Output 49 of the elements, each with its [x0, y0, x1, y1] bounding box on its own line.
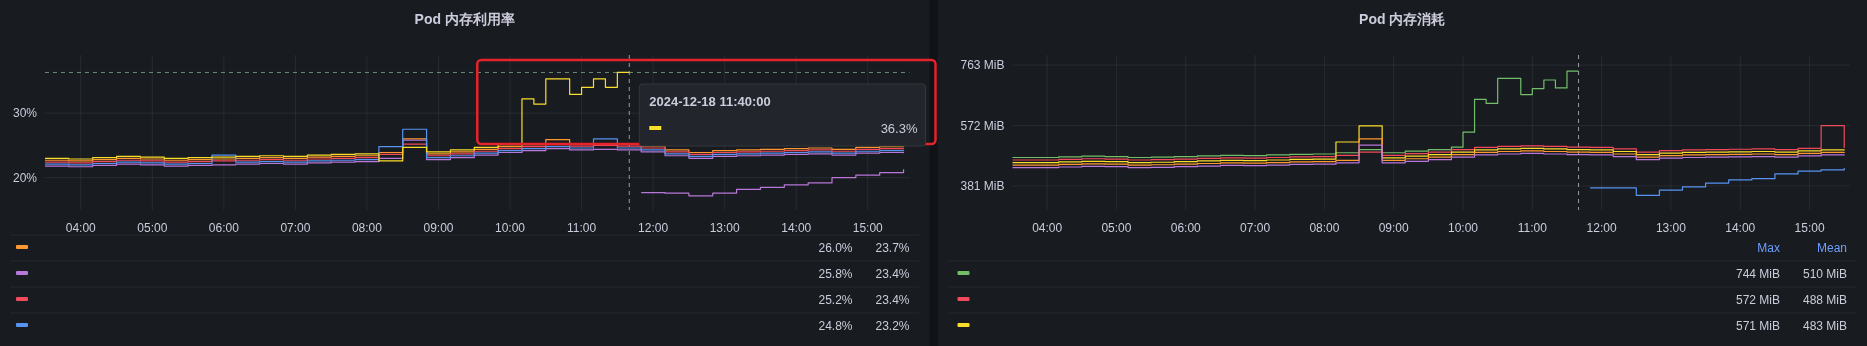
y-tick-label: 20%	[12, 170, 38, 185]
x-tick-label: 08:00	[1309, 221, 1340, 235]
text: 572 MiB	[1735, 293, 1780, 307]
text: 23.4%	[875, 267, 910, 281]
x-tick-label: 12:00	[1586, 221, 1617, 235]
annotation: 2024-12-18 11:40:00	[649, 94, 771, 109]
x-tick-label: 11:00	[567, 221, 597, 235]
x-tick-label: 11:00	[1517, 221, 1548, 235]
chart-title: Pod 内存利用率	[414, 11, 515, 27]
x-tick-label: 05:00	[1101, 221, 1132, 235]
x-tick-label: 13:00	[1655, 221, 1687, 235]
x-tick-label: 10:00	[1448, 221, 1479, 235]
y-tick-label: 572 MiB	[960, 118, 1005, 133]
text: Max	[1757, 241, 1780, 255]
x-tick-label: 12:00	[638, 221, 669, 235]
y-tick-label: 30%	[12, 106, 38, 121]
text: 23.4%	[875, 293, 910, 307]
y-tick-label: 381 MiB	[960, 178, 1005, 193]
text: 25.2%	[818, 293, 853, 307]
x-tick-label: 15:00	[852, 221, 884, 235]
x-tick-label: 14:00	[781, 221, 812, 235]
x-tick-label: 09:00	[423, 221, 454, 235]
text: 25.8%	[818, 267, 853, 281]
y-tick-label: 763 MiB	[960, 58, 1005, 73]
text: 26.0%	[818, 241, 853, 255]
text: 744 MiB	[1735, 267, 1780, 281]
x-tick-label: 04:00	[65, 221, 97, 235]
text: 571 MiB	[1735, 319, 1780, 333]
x-tick-label: 07:00	[1240, 221, 1271, 235]
x-tick-label: 15:00	[1794, 221, 1825, 235]
x-tick-label: 10:00	[495, 221, 526, 235]
text: 24.8%	[818, 319, 853, 333]
chart-title: Pod 内存消耗	[1359, 11, 1446, 27]
x-tick-label: 06:00	[1170, 221, 1202, 235]
text: 483 MiB	[1802, 319, 1847, 333]
text: 510 MiB	[1802, 267, 1847, 281]
text: 23.2%	[875, 319, 910, 333]
x-tick-label: 05:00	[137, 221, 168, 235]
x-tick-label: 04:00	[1032, 221, 1063, 235]
text: 488 MiB	[1802, 293, 1847, 307]
x-tick-label: 06:00	[208, 221, 240, 235]
text: 23.7%	[875, 241, 910, 255]
x-tick-label: 07:00	[280, 221, 311, 235]
text: Mean	[1816, 241, 1847, 255]
x-tick-label: 13:00	[709, 221, 741, 235]
x-tick-label: 09:00	[1378, 221, 1410, 235]
annotation: 36.3%	[880, 121, 918, 136]
x-tick-label: 08:00	[351, 221, 383, 235]
x-tick-label: 14:00	[1725, 221, 1756, 235]
